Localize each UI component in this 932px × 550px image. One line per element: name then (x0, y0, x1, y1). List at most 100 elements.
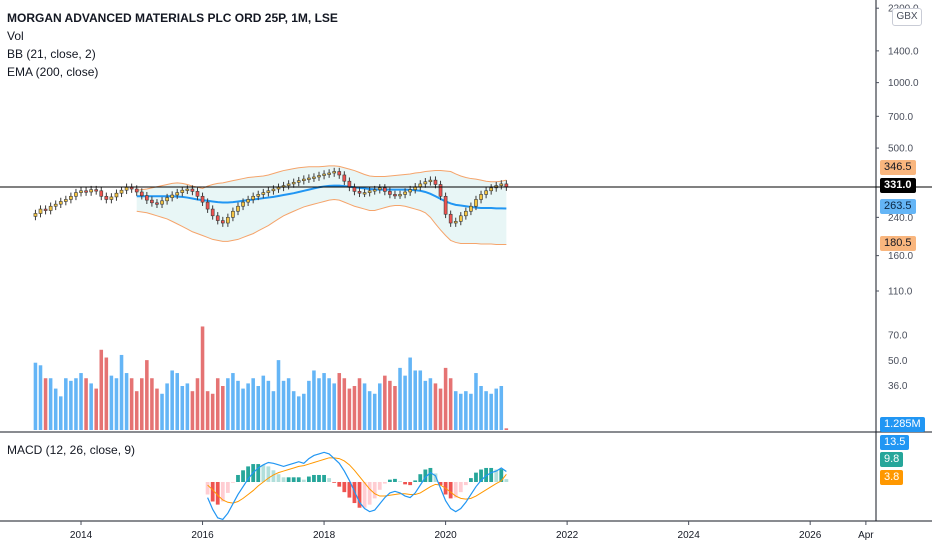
candle (94, 189, 99, 192)
volume-bar (464, 391, 468, 430)
volume-bar (403, 375, 407, 430)
volume-bar (251, 378, 255, 430)
volume-bar (119, 354, 124, 430)
candle (479, 194, 483, 200)
candle (220, 220, 225, 224)
volume-bar (428, 378, 433, 430)
volume-bar (383, 375, 387, 430)
legend-bollinger[interactable]: BB (21, close, 2) (7, 47, 96, 61)
candle (266, 190, 271, 193)
volume-bar (327, 378, 331, 430)
macd-histogram-bar (398, 481, 402, 483)
candle (276, 186, 281, 190)
volume-bar (210, 393, 215, 430)
volume-bar (129, 378, 134, 430)
candle (256, 194, 261, 197)
candle (433, 179, 438, 185)
volume-bar (74, 378, 78, 430)
bb-lower-line (136, 198, 507, 246)
volume-bar (180, 386, 185, 430)
volume-bar (398, 367, 402, 430)
candle (271, 188, 276, 192)
price-tick-label: 160.0 (888, 251, 913, 262)
candle (190, 188, 195, 192)
volume-bar (453, 391, 458, 430)
candle (393, 194, 397, 197)
macd-histogram-bar (312, 474, 316, 482)
volume-bar (64, 378, 68, 430)
volume-bar (342, 378, 347, 430)
macd-histogram-bar (408, 482, 413, 486)
candle (296, 180, 301, 183)
legend-macd[interactable]: MACD (12, 26, close, 9) (7, 443, 136, 457)
volume-bar (388, 380, 392, 430)
macd-histogram-bar (453, 482, 458, 498)
candle (53, 203, 58, 207)
candle (428, 179, 433, 183)
candle (236, 205, 240, 212)
candle (377, 187, 382, 190)
macd-histogram-bar (286, 477, 291, 482)
volume-bar (231, 373, 235, 430)
volume-bar (418, 370, 423, 430)
volume-bar (185, 383, 190, 430)
candle (99, 190, 104, 197)
macd-histogram-bar (362, 482, 367, 508)
candle (200, 195, 205, 203)
time-tick-label: Apr (858, 530, 874, 541)
volume-bar (215, 378, 220, 430)
volume-bar (423, 380, 428, 430)
candle (251, 195, 255, 200)
volume-bar (236, 380, 240, 430)
macd-histogram-bar (357, 482, 362, 508)
candle (322, 173, 326, 176)
candle (499, 183, 504, 186)
volume-bar (150, 378, 154, 430)
macd-histogram-bar (332, 482, 337, 483)
candle (474, 199, 478, 207)
macd-histogram-bar (382, 482, 387, 484)
candle (139, 191, 144, 196)
candle (372, 189, 377, 192)
candle (418, 183, 423, 188)
volume-tick-label: 36.0 (888, 381, 908, 392)
legend-ema[interactable]: EMA (200, close) (7, 65, 99, 79)
macd-histogram-bar (301, 479, 306, 482)
volume-bar (140, 378, 144, 430)
candle (109, 196, 114, 200)
volume-bar (261, 375, 266, 430)
candle (150, 199, 154, 204)
currency-button[interactable]: GBX (892, 8, 922, 26)
macd-histogram-bar (438, 482, 443, 486)
macd-histogram-bar (423, 469, 428, 482)
candle (145, 195, 149, 201)
candle (84, 190, 88, 193)
symbol-title[interactable]: MORGAN ADVANCED MATERIALS PLC ORD 25P, 1… (7, 11, 338, 25)
candle (205, 201, 210, 210)
bb-upper-tag: 346.5 (880, 160, 916, 175)
legend-volume[interactable]: Vol (7, 29, 24, 43)
volume-bar (489, 393, 493, 430)
volume-bar (317, 378, 321, 430)
time-tick-label: 2014 (70, 530, 93, 541)
candle (104, 195, 109, 200)
volume-bar (504, 428, 509, 430)
volume-bar (58, 396, 63, 430)
macd-histogram-bar (413, 480, 418, 482)
volume-bar (195, 378, 200, 430)
macd-histogram-bar (479, 469, 483, 482)
volume-bar (474, 373, 478, 430)
candle (312, 176, 316, 179)
candle (362, 192, 367, 195)
candle (226, 217, 230, 224)
candle (352, 186, 357, 192)
candle (170, 194, 174, 198)
candle (337, 171, 342, 176)
volume-bar (175, 373, 179, 430)
bb-lower-tag: 180.5 (880, 236, 916, 251)
candles (33, 167, 509, 227)
candle (291, 181, 296, 185)
macd-histogram-bar (433, 473, 438, 482)
macd-histogram-bar (276, 474, 281, 482)
